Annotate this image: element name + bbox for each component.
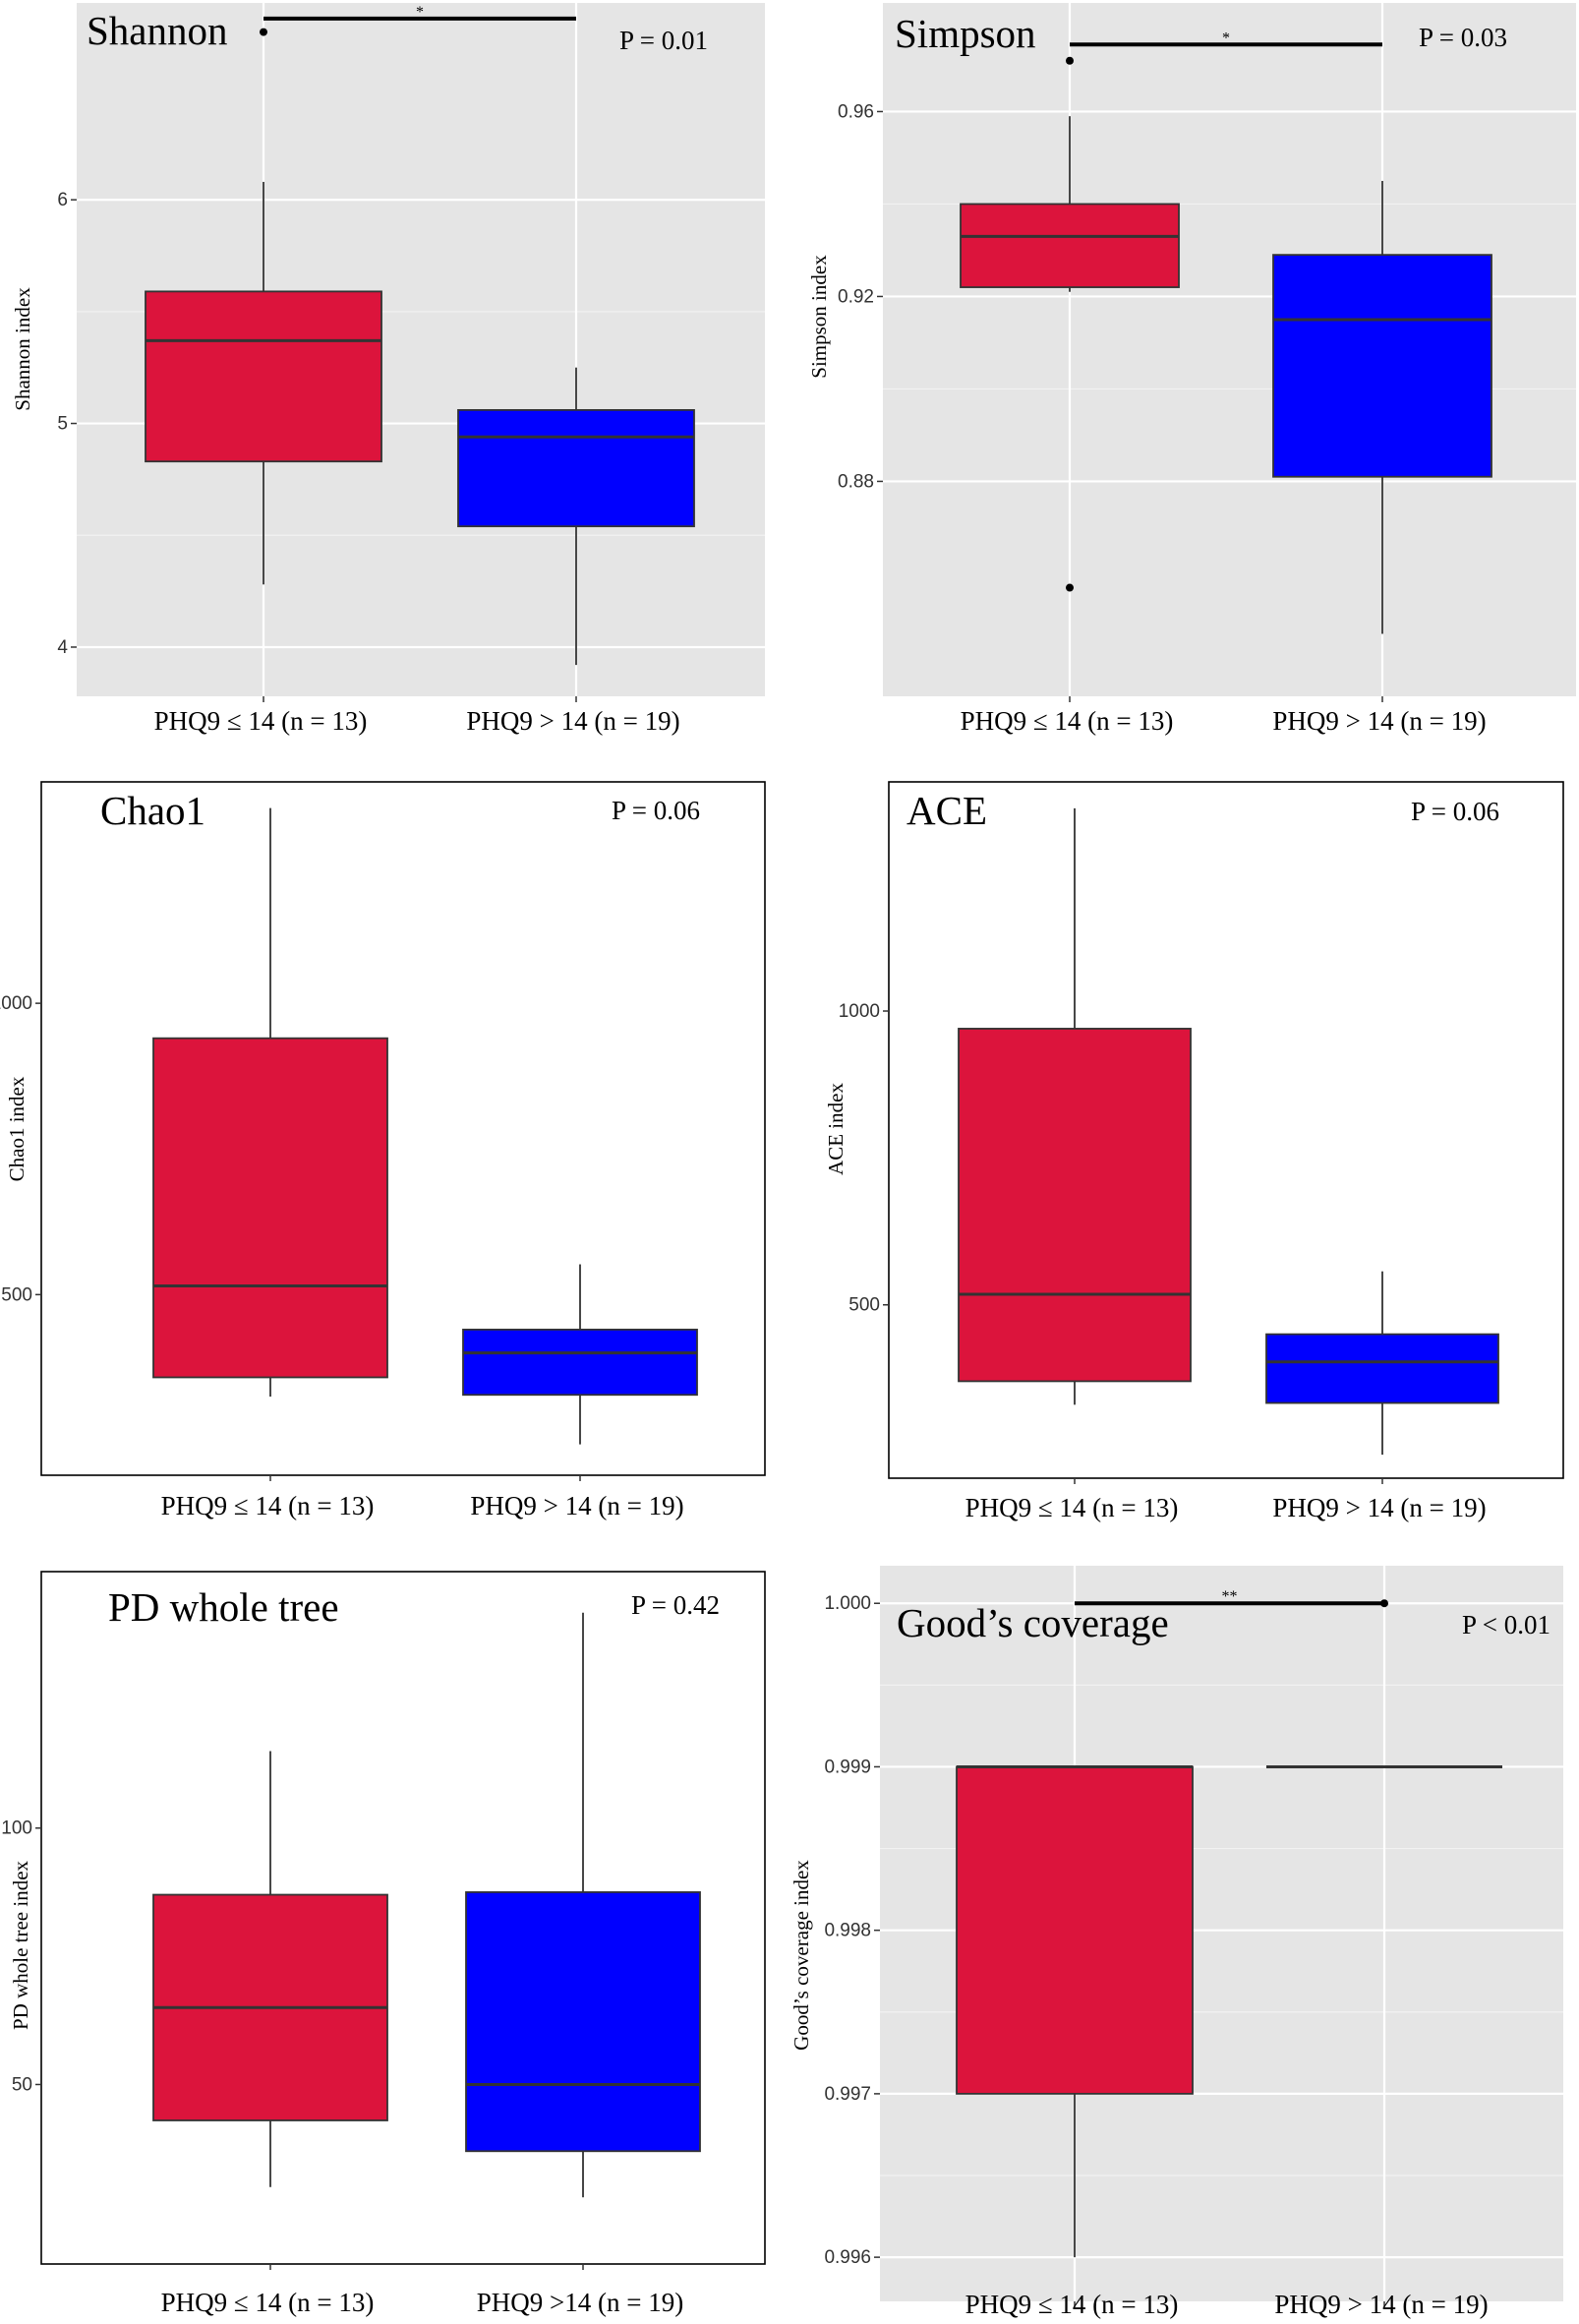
p-value-label: P = 0.06 (612, 796, 700, 825)
panel-5: 50 100 PHQ9 ≤ 14 (n = 13) PHQ9 >14 (n = 19)… (1, 1571, 766, 2317)
y-tick-label: 0.999 (824, 1757, 871, 1777)
panel-title: ACE (906, 788, 987, 833)
y-tick-label: 1000 (0, 993, 32, 1014)
y-tick-label: 0.998 (824, 1921, 871, 1941)
x-category-label: PHQ9 ≤ 14 (n = 13) (154, 706, 368, 736)
box-1 (958, 1028, 1192, 1383)
x-category-label: PHQ9 ≤ 14 (n = 13) (965, 1493, 1179, 1522)
y-tick-label: 100 (1, 1818, 32, 1839)
outlier-point (1066, 56, 1074, 65)
panel-title: Shannon (87, 8, 228, 53)
p-value-label: P = 0.06 (1411, 797, 1499, 826)
panel-3: 500 1000 PHQ9 ≤ 14 (n = 13) PHQ9 > 14 (n = … (0, 781, 766, 1520)
box-2 (1272, 254, 1492, 478)
significance-stars: * (1222, 30, 1230, 46)
y-tick-label: 0.88 (838, 471, 874, 492)
significance-stars: ** (1222, 1588, 1238, 1605)
panel-6: 0.996 0.997 0.998 0.999 1.000 ** PHQ9 ≤ 14 (n … (790, 1566, 1563, 2319)
box-2 (465, 1891, 701, 2153)
y-axis-label: Good’s coverage index (790, 1860, 813, 2051)
p-value-label: P = 0.01 (619, 26, 708, 55)
y-tick-label: 0.92 (838, 286, 874, 307)
y-axis-label: Simpson index (807, 255, 831, 379)
y-tick-label: 1.000 (824, 1593, 871, 1614)
y-tick-label: 50 (12, 2074, 32, 2095)
y-tick-label: 4 (57, 637, 68, 658)
x-category-label: PHQ9 > 14 (n = 19) (1272, 706, 1486, 736)
box-1 (152, 1037, 388, 1379)
panel-title: Simpson (895, 11, 1036, 56)
box-2 (457, 409, 695, 528)
x-category-label: PHQ9 ≤ 14 (n = 13) (161, 1491, 375, 1520)
y-tick-label: 5 (57, 414, 68, 435)
panel-title: Chao1 (100, 788, 205, 833)
box-2 (462, 1328, 698, 1397)
y-tick-label: 500 (848, 1295, 880, 1316)
y-tick-label: 6 (57, 190, 68, 210)
x-category-label: PHQ9 > 14 (n = 19) (470, 1491, 683, 1520)
x-category-label: PHQ9 >14 (n = 19) (477, 2288, 683, 2317)
y-tick-label: 1000 (839, 1001, 880, 1022)
y-axis-label: PD whole tree index (9, 1860, 32, 2030)
y-axis-label: Shannon index (11, 287, 34, 411)
box-2 (1265, 1333, 1499, 1404)
y-axis-label: ACE index (824, 1083, 848, 1175)
panel-title: Good’s coverage (897, 1600, 1169, 1645)
box-1 (145, 290, 382, 463)
panel-1: 4 5 6 * PHQ9 ≤ 14 (n = 13) PHQ9 > 14 (n = 19)… (11, 3, 765, 736)
outlier-point (260, 28, 267, 36)
y-tick-label: 500 (1, 1284, 32, 1305)
x-category-label: PHQ9 ≤ 14 (n = 13) (961, 706, 1174, 736)
panel-title: PD whole tree (108, 1584, 339, 1630)
p-value-label: P = 0.03 (1419, 23, 1507, 52)
y-axis-label: Chao1 index (5, 1076, 29, 1181)
panel-4: 500 1000 PHQ9 ≤ 14 (n = 13) PHQ9 > 14 (n = … (824, 781, 1564, 1522)
panel-2: 0.88 0.92 0.96 * PHQ9 ≤ 14 (n = 13) PHQ9 > 14… (807, 3, 1576, 736)
x-category-label: PHQ9 > 14 (n = 19) (466, 706, 679, 736)
significance-stars: * (416, 4, 424, 21)
box-1 (956, 1765, 1194, 2095)
box-1 (960, 203, 1180, 288)
y-tick-label: 0.996 (824, 2247, 871, 2268)
y-tick-label: 0.96 (838, 101, 874, 122)
p-value-label: P < 0.01 (1462, 1610, 1550, 1639)
outlier-point (1066, 583, 1074, 592)
x-category-label: PHQ9 ≤ 14 (n = 13) (965, 2290, 1179, 2319)
p-value-label: P = 0.42 (631, 1590, 720, 1620)
x-category-label: PHQ9 ≤ 14 (n = 13) (161, 2288, 375, 2317)
x-category-label: PHQ9 > 14 (n = 19) (1272, 1493, 1486, 1522)
y-tick-label: 0.997 (824, 2084, 871, 2105)
x-category-label: PHQ9 > 14 (n = 19) (1274, 2290, 1488, 2319)
